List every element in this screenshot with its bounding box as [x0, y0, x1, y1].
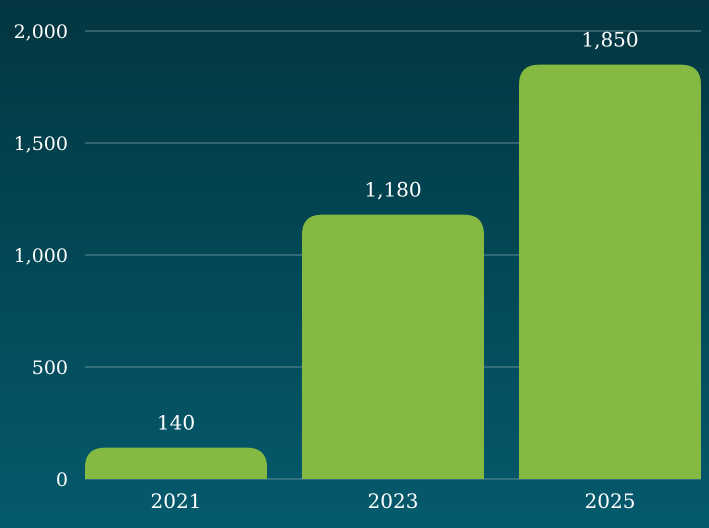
y-tick-label: 500: [32, 357, 68, 379]
bar-2025: [519, 64, 701, 479]
x-tick-label: 2021: [151, 489, 202, 513]
x-axis-ticks: 2021 2023 2025: [151, 489, 636, 513]
value-label: 1,850: [581, 28, 638, 52]
y-tick-label: 2,000: [14, 21, 68, 43]
value-labels: 140 1,180 1,850: [157, 28, 639, 435]
x-tick-label: 2025: [585, 489, 636, 513]
bar-2023: [302, 214, 484, 479]
value-label: 1,180: [364, 178, 421, 202]
y-axis-ticks: 0 500 1,000 1,500 2,000: [14, 21, 68, 491]
y-tick-label: 0: [56, 469, 68, 491]
bars: [85, 64, 701, 479]
y-tick-label: 1,500: [14, 133, 68, 155]
value-label: 140: [157, 411, 195, 435]
x-tick-label: 2023: [368, 489, 419, 513]
bar-2021: [85, 447, 267, 479]
y-tick-label: 1,000: [14, 245, 68, 267]
